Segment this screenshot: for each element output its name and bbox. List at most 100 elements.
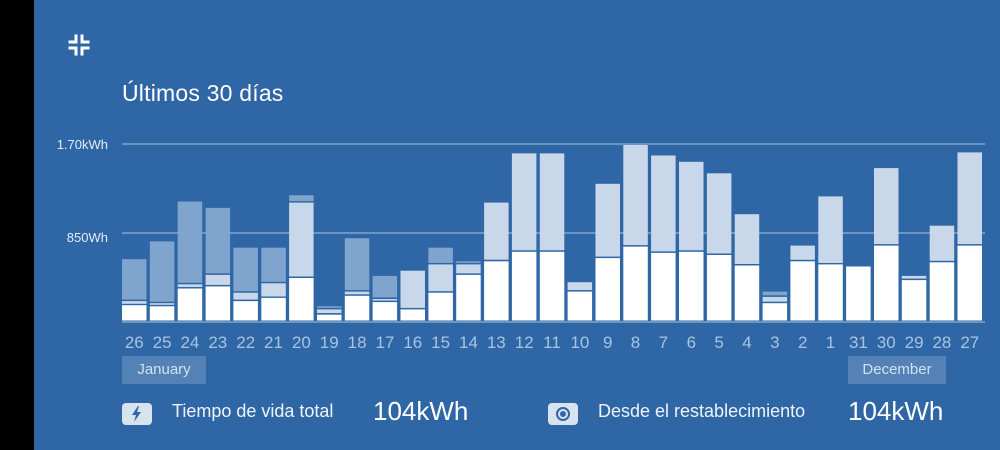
bar-segment-14-2: [456, 261, 481, 263]
x-tick-label: 26: [125, 333, 144, 352]
bar-segment-20-2: [289, 195, 314, 202]
bar-segment-15-2: [428, 247, 453, 263]
bar-segment-17-1: [372, 299, 398, 301]
bar-segment-8-1: [623, 145, 648, 246]
x-tick-label: 3: [770, 333, 779, 352]
lightning-icon[interactable]: [122, 403, 152, 425]
x-tick-label: 14: [459, 333, 478, 352]
record-circle-icon[interactable]: [548, 403, 578, 425]
x-tick-label: 9: [603, 333, 612, 352]
bar-segment-20-1: [289, 202, 314, 277]
x-tick-label: 7: [659, 333, 668, 352]
bar-segment-26-1: [122, 301, 147, 304]
bar-segment-8-0: [623, 246, 648, 321]
x-tick-label: 2: [798, 333, 807, 352]
x-tick-label: 29: [905, 333, 924, 352]
x-tick-label: 6: [687, 333, 696, 352]
bar-segment-16-0: [400, 309, 425, 321]
collapse-arrows-icon[interactable]: [64, 30, 94, 60]
bar-segment-4-0: [734, 265, 760, 321]
bar-segment-22-2: [233, 247, 258, 292]
bar-segment-29-0: [901, 280, 927, 321]
bar-segment-18-2: [344, 238, 370, 291]
x-tick-label: 23: [208, 333, 227, 352]
bar-segment-23-1: [205, 274, 231, 285]
x-tick-label: 17: [375, 333, 394, 352]
bar-segment-6-1: [679, 161, 704, 251]
energy-bar-chart: 26 25 24 23 22 21 20 19 18 17 16 15 14 13 12 11 10 9 8 7 6 5 4…: [122, 143, 985, 352]
y-tick-label-mid: 850Wh: [66, 230, 108, 245]
x-tick-label: 15: [431, 333, 450, 352]
bar-segment-7-1: [651, 155, 676, 252]
bar-segment-23-0: [205, 286, 231, 321]
bar-segment-27-0: [957, 245, 982, 321]
bar-segment-18-0: [344, 295, 370, 321]
bar-segment-28-1: [929, 225, 955, 261]
bar-segment-29-1: [901, 275, 927, 279]
x-tick-label: 19: [320, 333, 339, 352]
x-tick-label: 1: [826, 333, 835, 352]
bar-segment-13-1: [484, 202, 509, 260]
x-tick-label: 27: [960, 333, 979, 352]
bar-segment-7-0: [651, 252, 676, 321]
bar-segment-31-0: [846, 266, 871, 321]
bar-segment-25-2: [149, 241, 175, 302]
bar-segment-11-1: [539, 153, 565, 251]
bar-segment-4-1: [734, 214, 760, 264]
bar-segment-2-1: [790, 245, 815, 260]
x-tick-label: 22: [236, 333, 255, 352]
page-title: Últimos 30 días: [122, 80, 284, 106]
bar-segment-9-0: [595, 258, 620, 321]
bar-segment-3-1: [762, 296, 788, 302]
x-tick-label: 18: [348, 333, 367, 352]
lifetime-total-value: 104kWh: [373, 396, 469, 426]
bar-segment-14-1: [456, 264, 481, 274]
month-label-december: December: [848, 356, 946, 384]
since-reset-label: Desde el restablecimiento: [598, 401, 806, 421]
bar-segment-20-0: [289, 278, 314, 321]
since-reset-value: 104kWh: [848, 396, 944, 426]
x-tick-label: 16: [403, 333, 422, 352]
x-tick-label: 21: [264, 333, 283, 352]
bar-segment-14-0: [456, 274, 481, 321]
bar-segment-1-0: [818, 264, 843, 321]
bar-segment-24-2: [177, 201, 203, 283]
bar-segment-17-0: [372, 302, 398, 321]
x-tick-label: 8: [631, 333, 640, 352]
bar-segment-18-1: [344, 291, 370, 295]
bar-segment-30-0: [874, 245, 899, 321]
x-tick-label: 28: [932, 333, 951, 352]
x-tick-label: 4: [742, 333, 751, 352]
bar-segment-25-0: [149, 306, 175, 321]
month-label-january: January: [122, 356, 206, 384]
x-tick-label: 10: [570, 333, 589, 352]
bar-segment-13-0: [484, 261, 509, 321]
bar-segment-26-2: [122, 259, 147, 300]
bar-segment-27-1: [957, 152, 982, 245]
bar-segment-21-1: [261, 283, 286, 297]
bar-segment-1-1: [818, 196, 843, 263]
lifetime-total-label: Tiempo de vida total: [172, 401, 334, 421]
bar-segment-17-2: [372, 275, 398, 298]
bar-segment-26-0: [122, 305, 147, 321]
bar-segment-24-1: [177, 284, 203, 287]
bar-segment-11-0: [539, 251, 565, 321]
bar-segment-15-0: [428, 292, 453, 321]
bar-segment-10-0: [567, 291, 593, 321]
bar-segment-24-0: [177, 288, 203, 321]
bar-segment-21-2: [261, 247, 286, 282]
y-tick-label-max: 1.70kWh: [56, 137, 108, 152]
x-tick-label: 24: [180, 333, 199, 352]
bar-segment-25-1: [149, 303, 175, 305]
x-tick-label: 20: [292, 333, 311, 352]
x-tick-label: 12: [515, 333, 534, 352]
left-edge-bar: [0, 0, 34, 450]
bar-segment-19-1: [317, 309, 342, 314]
bar-segment-16-1: [400, 270, 425, 308]
x-tick-label: 5: [714, 333, 723, 352]
bar-segment-19-0: [317, 314, 342, 321]
bar-segment-30-1: [874, 168, 899, 245]
bar-segment-6-0: [679, 251, 704, 321]
x-tick-label: 31: [849, 333, 868, 352]
bar-segment-21-0: [261, 297, 286, 321]
